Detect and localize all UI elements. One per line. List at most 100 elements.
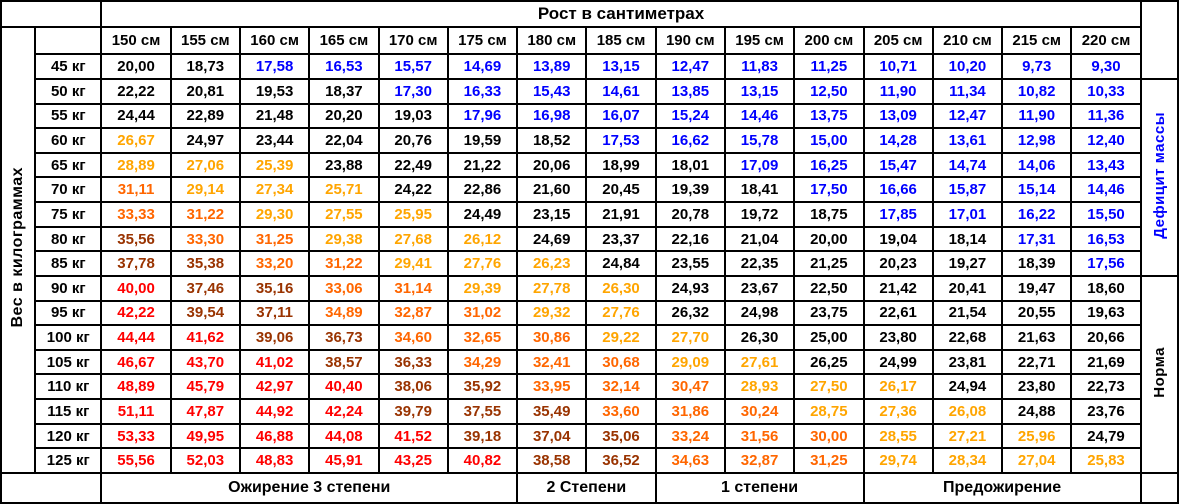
- bmi-cell: 14,46: [1070, 176, 1142, 204]
- weight-row-header: 80 кг: [34, 225, 103, 253]
- bmi-cell: 19,03: [377, 102, 449, 130]
- bmi-cell: 16,66: [862, 176, 934, 204]
- height-column-header: 180 см: [516, 25, 588, 56]
- bmi-cell: 27,61: [723, 348, 796, 376]
- bmi-cell: 27,34: [238, 176, 311, 204]
- bmi-cell: 12,47: [931, 102, 1004, 130]
- bmi-cell: 16,53: [1070, 225, 1142, 253]
- bmi-cell: 26,25: [793, 348, 865, 376]
- bmi-cell: 15,78: [723, 127, 796, 154]
- bmi-cell: 26,67: [100, 127, 172, 154]
- bmi-cell: 28,93: [723, 373, 796, 401]
- bmi-cell: 12,50: [793, 77, 865, 105]
- bmi-cell: 18,52: [516, 127, 588, 154]
- bmi-cell: 29,09: [654, 348, 726, 376]
- bmi-cell: 17,85: [862, 201, 934, 228]
- bmi-cell: 11,25: [793, 53, 865, 80]
- bmi-cell: 37,55: [446, 398, 519, 425]
- height-column-header: 150 см: [100, 25, 172, 56]
- table-row: 50 кг 22,22 20,81 19,53 18,37 17,30 16,33 15,43…: [1, 77, 1179, 277]
- bmi-cell: 34,63: [654, 447, 726, 474]
- bmi-cell: 23,80: [862, 324, 934, 351]
- weight-row-header: 115 кг: [34, 398, 103, 425]
- bmi-cell: 11,34: [931, 77, 1004, 105]
- header-row: Вес в килограммах 150 см 155 см 160 см 165 …: [0, 25, 1178, 474]
- weight-row-header: 60 кг: [34, 127, 103, 154]
- weight-row-header: 125 кг: [34, 447, 103, 474]
- bmi-cell: 18,39: [1001, 250, 1073, 277]
- bmi-cell: 22,61: [862, 299, 934, 327]
- height-column-header: 190 см: [654, 25, 726, 56]
- bmi-cell: 16,07: [585, 102, 657, 130]
- bmi-cell: 14,28: [862, 127, 934, 154]
- weight-row-header: 100 кг: [34, 324, 103, 351]
- bmi-cell: 32,41: [516, 348, 588, 376]
- bmi-cell: 40,00: [100, 274, 172, 302]
- bmi-cell: 16,98: [516, 102, 588, 130]
- bmi-cell: 46,88: [238, 422, 311, 450]
- bmi-cell: 27,06: [169, 151, 241, 179]
- bmi-cell: 31,02: [446, 299, 519, 327]
- bmi-cell: 35,06: [585, 422, 657, 450]
- bmi-cell: 11,90: [1001, 102, 1073, 130]
- bmi-cell: 30,86: [516, 324, 588, 351]
- table-row: 80 кг 35,56 33,30 31,25 29,38 27,68 26,12 24,69…: [1, 225, 1178, 253]
- weight-row-header: 90 кг: [34, 274, 103, 302]
- bmi-cell: 10,20: [931, 53, 1004, 80]
- bmi-cell: 23,81: [931, 348, 1004, 376]
- bmi-cell: 35,16: [238, 274, 311, 302]
- bmi-cell: 23,44: [238, 127, 311, 154]
- table-row: 55 кг 24,44 22,89 21,48 20,20 19,03 17,96 16,98…: [1, 102, 1178, 130]
- bmi-cell: 29,74: [862, 447, 934, 474]
- bmi-cell: 19,27: [931, 250, 1004, 277]
- bmi-cell: 25,00: [793, 324, 865, 351]
- bmi-cell: 16,33: [446, 77, 519, 105]
- height-column-header: 220 см: [1070, 25, 1142, 56]
- table-row: 120 кг 53,33 49,95 46,88 44,08 41,52 39,18 37,0…: [1, 422, 1178, 450]
- bmi-cell: 19,53: [238, 77, 311, 105]
- table-row: 85 кг 37,78 35,38 33,20 31,22 29,41 27,76 26,23…: [1, 250, 1178, 277]
- bmi-cell: 20,00: [100, 53, 172, 80]
- bmi-cell: 47,87: [169, 398, 241, 425]
- bmi-cell: 24,69: [516, 225, 588, 253]
- bmi-cell: 31,22: [169, 201, 241, 228]
- bmi-cell: 24,97: [169, 127, 241, 154]
- bmi-cell: 42,24: [308, 398, 380, 425]
- deficit-mass-label: Дефицит массы: [1139, 77, 1179, 277]
- bmi-cell: 24,84: [585, 250, 657, 277]
- bmi-cell: 23,75: [793, 299, 865, 327]
- bmi-cell: 19,47: [1001, 274, 1073, 302]
- bmi-cell: 51,11: [100, 398, 172, 425]
- weight-row-header: 110 кг: [34, 373, 103, 401]
- bmi-cell: 34,89: [308, 299, 380, 327]
- bmi-cell: 38,58: [516, 447, 588, 474]
- bmi-cell: 27,68: [377, 225, 449, 253]
- bmi-cell: 32,87: [723, 447, 796, 474]
- bmi-cell: 11,90: [862, 77, 934, 105]
- bmi-cell: 41,52: [377, 422, 449, 450]
- weight-row-header: 85 кг: [34, 250, 103, 277]
- weight-axis-label: Вес в килограммах: [0, 25, 37, 474]
- bmi-cell: 21,63: [1001, 324, 1073, 351]
- bmi-cell: 27,04: [1001, 447, 1073, 474]
- bmi-cell: 30,24: [723, 398, 796, 425]
- bmi-cell: 24,22: [377, 176, 449, 204]
- bmi-cell: 20,81: [169, 77, 241, 105]
- bmi-cell: 13,43: [1070, 151, 1142, 179]
- bmi-cell: 22,50: [793, 274, 865, 302]
- bmi-cell: 17,01: [931, 201, 1004, 228]
- bmi-cell: 18,41: [723, 176, 796, 204]
- bmi-cell: 20,45: [585, 176, 657, 204]
- bmi-cell: 31,86: [654, 398, 726, 425]
- bmi-cell: 24,93: [654, 274, 726, 302]
- table-row: 65 кг 28,89 27,06 25,39 23,88 22,49 21,22 20,06…: [1, 151, 1178, 179]
- bmi-cell: 33,06: [308, 274, 380, 302]
- bmi-cell: 9,30: [1070, 53, 1142, 80]
- height-column-header: 210 см: [931, 25, 1004, 56]
- bmi-cell: 21,48: [238, 102, 311, 130]
- bmi-cell: 34,29: [446, 348, 519, 376]
- bmi-cell: 39,06: [238, 324, 311, 351]
- bmi-cell: 23,37: [585, 225, 657, 253]
- bmi-cell: 37,04: [516, 422, 588, 450]
- bmi-cell: 14,46: [723, 102, 796, 130]
